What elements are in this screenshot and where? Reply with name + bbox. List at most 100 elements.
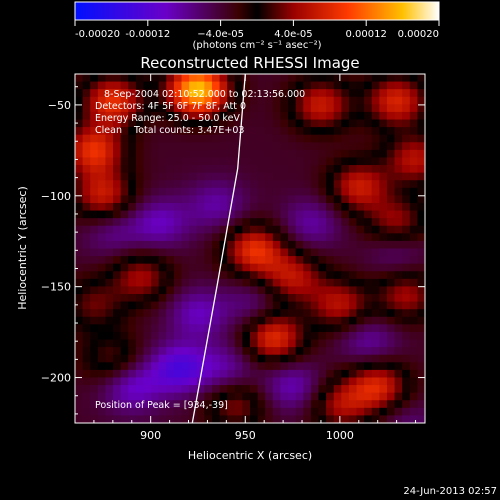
heatmap-cell <box>272 339 282 348</box>
heatmap-cell <box>242 225 251 234</box>
heatmap-cell <box>196 74 205 83</box>
heatmap-cell <box>409 347 418 356</box>
heatmap-cell <box>295 74 304 83</box>
heatmap-cell <box>143 149 152 159</box>
heatmap-cell <box>341 294 350 303</box>
heatmap-cell <box>143 278 152 288</box>
heatmap-cell <box>227 195 236 204</box>
heatmap-cell <box>242 400 251 409</box>
heatmap-cell <box>257 324 266 333</box>
heatmap-cell <box>242 111 251 121</box>
heatmap-cell <box>120 180 129 189</box>
heatmap-cell <box>242 218 251 227</box>
heatmap-cell <box>151 354 160 363</box>
heatmap-cell <box>310 294 320 303</box>
heatmap-cell <box>250 96 259 105</box>
heatmap-cell <box>113 134 122 143</box>
heatmap-cell <box>181 354 190 363</box>
heatmap-cell <box>386 248 396 257</box>
heatmap-cell <box>364 354 373 363</box>
heatmap-cell <box>219 271 228 280</box>
heatmap-cell <box>75 347 84 356</box>
heatmap-cell <box>105 407 114 417</box>
heatmap-cell <box>181 248 190 257</box>
heatmap-cell <box>318 127 327 136</box>
heatmap-cell <box>120 165 129 174</box>
heatmap-cell <box>219 278 228 288</box>
heatmap-cell <box>379 309 388 318</box>
heatmap-cell <box>113 142 122 151</box>
heatmap-cell <box>211 271 221 280</box>
heatmap-cell <box>386 278 396 288</box>
heatmap-cell <box>402 339 411 348</box>
heatmap-cell <box>82 225 91 234</box>
heatmap-cell <box>227 294 236 303</box>
plot-frame <box>74 73 426 424</box>
heatmap-cell <box>386 377 396 386</box>
heatmap-cell <box>158 407 167 417</box>
heatmap-cell <box>82 271 91 280</box>
heatmap-cell <box>417 407 425 417</box>
heatmap-cell <box>105 324 114 333</box>
heatmap-cell <box>219 218 228 227</box>
heatmap-cell <box>120 369 129 379</box>
heatmap-cell <box>105 172 114 181</box>
heatmap-cell <box>135 111 145 121</box>
heatmap-cell <box>181 172 190 181</box>
heatmap-cell <box>310 142 320 151</box>
generated-date: 24-Jun-2013 02:57 <box>403 486 497 497</box>
heatmap-cell <box>196 301 205 310</box>
heatmap-cell <box>97 233 107 242</box>
heatmap-cell <box>227 385 236 394</box>
heatmap-cell <box>97 218 107 227</box>
heatmap-cell <box>166 331 175 341</box>
heatmap-cell <box>242 202 251 212</box>
heatmap-cell <box>135 294 145 303</box>
heatmap-cell <box>417 74 425 83</box>
heatmap-cell <box>189 331 198 341</box>
heatmap-cell <box>196 210 205 219</box>
heatmap-cell <box>227 392 236 401</box>
heatmap-cell <box>105 180 114 189</box>
heatmap-cell <box>250 218 259 227</box>
heatmap-cell <box>310 202 320 212</box>
heatmap-cell <box>417 134 425 143</box>
heatmap-cell <box>402 263 411 272</box>
heatmap-cell <box>417 225 425 234</box>
heatmap-cell <box>250 74 259 83</box>
heatmap-cell <box>341 263 350 272</box>
heatmap-cell <box>196 240 205 250</box>
heatmap-cell <box>280 180 289 189</box>
heatmap-cell <box>227 407 236 417</box>
heatmap-cell <box>257 400 266 409</box>
heatmap-cell <box>394 149 403 159</box>
heatmap-cell <box>196 111 205 121</box>
heatmap-cell <box>379 142 388 151</box>
heatmap-cell <box>151 294 160 303</box>
heatmap-cell <box>386 104 396 113</box>
heatmap-cell <box>113 407 122 417</box>
heatmap-cell <box>386 149 396 159</box>
heatmap-cell <box>211 415 221 423</box>
heatmap-cell <box>280 286 289 295</box>
heatmap-cell <box>371 180 380 189</box>
heatmap-cell <box>135 347 145 356</box>
heatmap-cell <box>166 286 175 295</box>
heatmap-cell <box>402 210 411 219</box>
heatmap-cell <box>97 157 107 166</box>
heatmap-cell <box>356 392 365 401</box>
heatmap-cell <box>257 165 266 174</box>
heatmap-cell <box>257 81 266 90</box>
heatmap-cell <box>204 400 213 409</box>
heatmap-cell <box>272 309 282 318</box>
heatmap-cell <box>227 331 236 341</box>
heatmap-cell <box>204 339 213 348</box>
heatmap-cell <box>371 127 380 136</box>
heatmap-cell <box>280 278 289 288</box>
heatmap-cell <box>82 111 91 121</box>
heatmap-cell <box>371 286 380 295</box>
heatmap-cell <box>341 81 350 90</box>
heatmap-cell <box>105 354 114 363</box>
heatmap-cell <box>234 89 243 98</box>
heatmap-cell <box>97 127 107 136</box>
